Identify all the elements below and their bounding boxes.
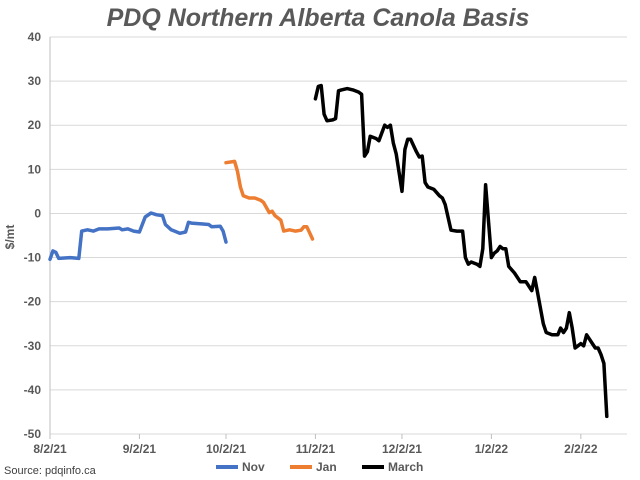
legend-label-march: March (388, 460, 423, 474)
gridlines (49, 36, 627, 435)
y-tick-label: -30 (24, 339, 42, 353)
y-tick-label: 30 (28, 74, 42, 88)
series-lines (48, 83, 609, 419)
x-tick-label: 1/2/22 (475, 442, 509, 456)
y-tick-label: -10 (24, 251, 42, 265)
x-tick-label: 11/2/21 (296, 442, 336, 456)
series-line-march (313, 83, 609, 419)
series-line-nov (48, 211, 228, 262)
y-tick-label: 40 (28, 30, 42, 44)
series-line-jan (224, 159, 315, 241)
x-axis-ticks: 8/2/21 9/2/21 10/2/21 11/2/21 12/2/21 1/2/22 2… (33, 434, 598, 456)
x-tick-label: 8/2/21 (33, 442, 67, 456)
y-axis-ticks: 40 30 20 10 0 -10 -20 -30 -40 -50 (24, 30, 42, 441)
y-tick-label: -40 (24, 383, 42, 397)
source-note: Source: pdqinfo.ca (4, 465, 97, 477)
y-tick-label: 10 (28, 162, 42, 176)
y-axis-label: $/mt (3, 225, 17, 250)
x-tick-label: 2/2/22 (564, 442, 598, 456)
y-tick-label: 0 (34, 206, 41, 220)
x-tick-label: 9/2/21 (123, 442, 157, 456)
legend-label-jan: Jan (316, 460, 337, 474)
y-tick-label: 20 (28, 118, 42, 132)
x-tick-label: 10/2/21 (206, 442, 246, 456)
chart-title: PDQ Northern Alberta Canola Basis (107, 4, 530, 32)
x-tick-label: 12/2/21 (382, 442, 422, 456)
y-tick-label: -20 (24, 295, 42, 309)
legend-label-nov: Nov (242, 460, 265, 474)
y-tick-label: -50 (24, 427, 42, 441)
legend: Nov Jan March (216, 460, 423, 474)
